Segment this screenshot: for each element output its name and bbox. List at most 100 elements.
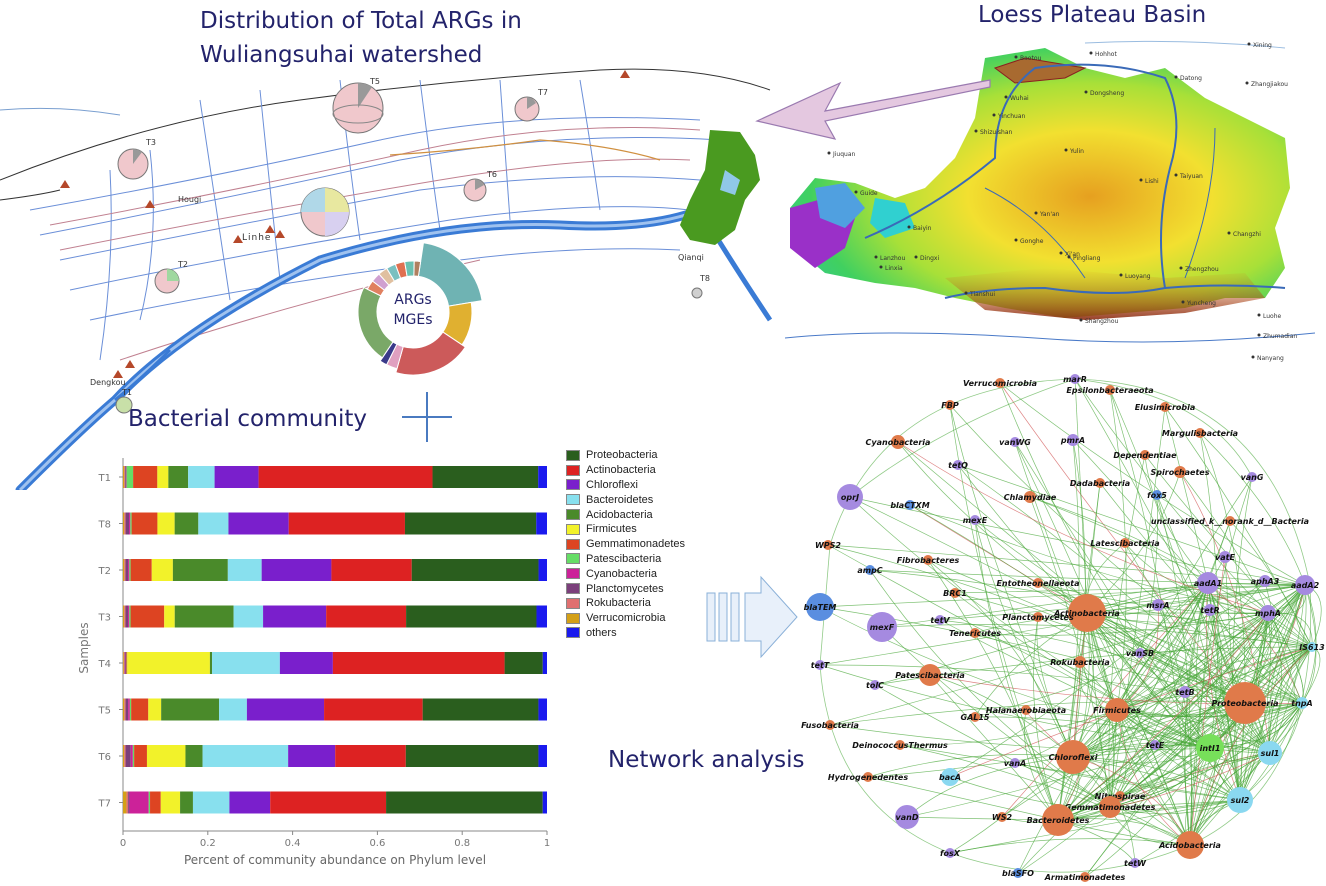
network-edge	[1072, 580, 1266, 758]
network-node-label: tetR	[1200, 606, 1219, 615]
network-node	[953, 460, 963, 470]
city-label: Changzhi	[1233, 231, 1261, 238]
legend-swatch	[566, 509, 580, 521]
network-edge	[1086, 612, 1191, 846]
network-edge	[1116, 612, 1269, 711]
legend-label: Gemmatimonadetes	[586, 538, 686, 551]
bar-segment-planctomycetes	[125, 698, 129, 721]
city-dot	[992, 113, 996, 117]
network-edge	[1033, 616, 1059, 821]
bar-segment-rokubacteria	[123, 652, 125, 674]
network-node-label: DeinococcusThermus	[852, 741, 948, 750]
y-tick-label: T4	[98, 659, 111, 670]
network-node-label: aadA1	[1194, 579, 1222, 588]
bar-segment-verrucomicrobia	[123, 559, 125, 581]
network-node	[1152, 599, 1164, 611]
bar-segment-cyanobacteria	[128, 559, 130, 581]
bar-segment-chloroflexi	[279, 652, 333, 674]
bar-segment-cyanobacteria	[128, 605, 130, 628]
bar-segment-actinobacteria	[331, 559, 412, 581]
network-edge	[1157, 604, 1241, 801]
bar-segment-acidobacteria	[209, 652, 213, 674]
network-edge	[1119, 747, 1211, 797]
network-edge	[1109, 752, 1271, 808]
network-node-label: mexF	[870, 623, 895, 632]
network-edge	[1057, 612, 1090, 821]
network-node	[1152, 490, 1162, 500]
city-label: Dongsheng	[1090, 90, 1124, 97]
legend-swatch	[566, 494, 580, 506]
city-dot	[1179, 266, 1183, 270]
bar-segment-firmicutes	[151, 559, 173, 581]
bar-segment-proteobacteria	[422, 698, 539, 721]
network-node	[815, 660, 825, 670]
network-node-label: Latescibacteria	[1090, 539, 1159, 548]
bar-segment-firmicutes	[160, 791, 181, 814]
bar-segment-gemmatimonadetes	[126, 652, 128, 674]
city-label: Yulin	[1069, 148, 1084, 155]
city-label: Taiyuan	[1179, 173, 1203, 180]
network-node	[1259, 575, 1271, 587]
legend-item: others	[566, 626, 685, 641]
legend-swatch	[566, 523, 580, 535]
network-edge	[1072, 612, 1269, 758]
legend-label: Firmicutes	[586, 523, 637, 536]
network-edge	[1109, 582, 1209, 808]
bar-segment-proteobacteria	[504, 652, 543, 674]
legend-item: Bacteroidetes	[566, 492, 685, 507]
network-edge	[906, 816, 1059, 821]
network-edge	[1036, 616, 1074, 758]
site-label-T3: T3	[146, 138, 156, 147]
network-edge	[829, 584, 1306, 726]
map-pointer-arrow	[755, 79, 991, 140]
bar-segment-planctomycetes	[125, 466, 127, 488]
bar-segment-acidobacteria	[172, 559, 228, 581]
network-edge	[1057, 747, 1211, 821]
distribution-title-line1: Distribution of Total ARGs in	[200, 8, 522, 34]
bar-segment-actinobacteria	[288, 512, 405, 535]
network-node	[970, 515, 980, 525]
network-edge	[999, 382, 1246, 704]
network-node-label: Nitrospirae	[1095, 792, 1146, 801]
legend-swatch	[566, 597, 580, 609]
network-node	[1080, 872, 1090, 882]
legend-swatch	[566, 627, 580, 639]
legend-item: Chloroflexi	[566, 478, 685, 493]
bar-segment-actinobacteria	[326, 605, 407, 628]
city-dot	[1067, 255, 1071, 259]
network-node-label: Acidobacteria	[1158, 841, 1221, 850]
city-label: Yuncheng	[1186, 300, 1216, 307]
network-node-label: aphA3	[1251, 577, 1280, 586]
network-node-label: Fusobacteria	[801, 721, 859, 730]
network-edge	[1239, 646, 1313, 801]
site-pie-T5	[332, 82, 384, 134]
network-node-label: vanSB	[1126, 649, 1154, 658]
network-edge	[954, 584, 1306, 594]
network-node	[923, 555, 933, 565]
network-node-label: Firmicutes	[1093, 706, 1141, 715]
network-edge	[881, 626, 1111, 808]
network-node-label: FBP	[941, 401, 959, 410]
network-edge	[1057, 482, 1101, 821]
x-tick-label: 1	[544, 838, 550, 849]
city-dot	[974, 129, 978, 133]
network-edge	[929, 674, 1059, 821]
network-node	[1056, 740, 1090, 774]
city-dot	[1119, 273, 1123, 277]
network-node	[806, 593, 834, 621]
network-edge	[974, 612, 1269, 718]
city-label: Luoyang	[1125, 273, 1151, 280]
bar-segment-actinobacteria	[270, 791, 387, 814]
bar-segment-patescibacteria	[130, 512, 132, 535]
network-edge	[1086, 584, 1306, 614]
network-edge	[819, 584, 1306, 666]
network-node-label: mphA	[1255, 609, 1281, 618]
bar-segment-planctomycetes	[125, 745, 131, 767]
site-label-T5: T5	[370, 77, 380, 86]
city-label: Shangzhou	[1085, 318, 1119, 325]
bar-segment-others	[538, 559, 547, 581]
city-dot	[1004, 95, 1008, 99]
bar-segment-firmicutes	[157, 466, 169, 488]
network-edge	[1116, 584, 1306, 711]
network-node	[1013, 868, 1023, 878]
